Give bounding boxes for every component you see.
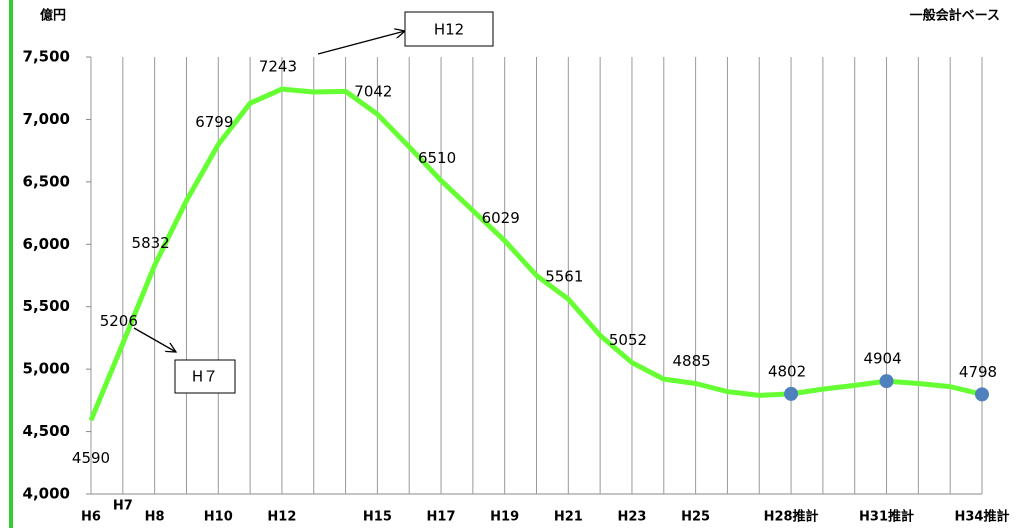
subtitle: 一般会計ベース (910, 8, 1000, 24)
data-label: 5206 (100, 312, 138, 330)
annotation-box (404, 11, 494, 47)
y-unit: 億円 (40, 8, 66, 24)
marker (784, 386, 799, 401)
y-tick-label: 4,500 (23, 422, 70, 440)
x-tick-label: H12 (267, 510, 296, 525)
data-label: 4802 (768, 362, 806, 380)
annotation: H12 (434, 21, 464, 39)
left-bar (9, 0, 13, 528)
data-label: 6510 (418, 149, 456, 167)
y-tick-label: 5,500 (23, 297, 70, 315)
annotation-box (174, 359, 236, 394)
x-tick-label: H19 (490, 510, 519, 525)
data-label: 4885 (673, 352, 711, 370)
y-tick-label: 6,000 (23, 235, 70, 253)
marker (879, 374, 894, 389)
y-tick-label: 4,000 (23, 485, 70, 503)
arrow (133, 327, 176, 352)
marker (975, 387, 989, 402)
x-tick-label: H25 (681, 510, 710, 525)
x-tick-label: H21 (554, 510, 583, 525)
data-label: 7042 (354, 83, 392, 101)
x-tick-label: H6 (81, 510, 101, 525)
arrow (317, 31, 405, 55)
x-tick-label: H34推計 (955, 509, 1010, 525)
data-label: 4798 (959, 363, 997, 381)
y-tick-label: 5,000 (23, 360, 70, 378)
x-tick-label: H31推計 (859, 509, 914, 525)
x-tick-label: H28推計 (764, 509, 819, 525)
data-label: 5832 (132, 234, 170, 252)
y-tick-label: 7,500 (23, 48, 70, 66)
data-label: 7243 (259, 58, 297, 76)
data-label: 4590 (72, 449, 110, 467)
x-tick-label: H10 (204, 510, 233, 525)
data-label: 4904 (863, 350, 901, 368)
y-tick-label: 7,000 (23, 110, 70, 128)
data-label: 6799 (195, 113, 233, 131)
y-tick-label: 6,500 (23, 172, 70, 190)
x-tick-label: H15 (363, 510, 392, 525)
x-tick-label: H8 (145, 510, 165, 525)
x-tick-label: H23 (617, 510, 646, 525)
data-label: 6029 (482, 209, 520, 227)
line (88, 86, 983, 422)
x-tick-label: H7 (113, 499, 133, 514)
x-tick-label: H17 (427, 510, 456, 525)
annotation: H７ (192, 368, 218, 386)
data-label: 5561 (545, 268, 583, 286)
data-label: 5052 (609, 331, 647, 349)
